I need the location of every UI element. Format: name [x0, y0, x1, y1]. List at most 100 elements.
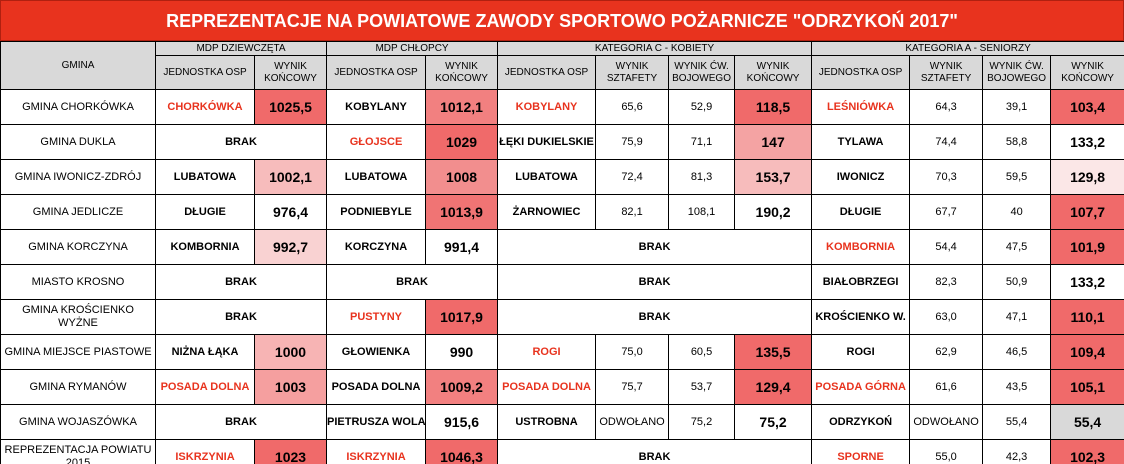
relay-result-cell: 63,0: [909, 299, 984, 335]
unit-cell: ODRZYKOŃ: [811, 404, 911, 440]
table-row: GMINA MIEJSCE PIASTOWE NIŻNA ŁĄKA 1000 GŁOW…: [0, 334, 1124, 370]
unit-cell: USTROBNA: [497, 404, 597, 440]
unit-cell: ISKRZYNIA: [326, 439, 427, 464]
final-result-cell: 1012,1: [425, 89, 499, 125]
final-result-cell: 1009,2: [425, 369, 499, 405]
relay-result-cell: 74,4: [909, 124, 984, 160]
unit-cell: IWONICZ: [811, 159, 911, 195]
final-result-cell: 1046,3: [425, 439, 499, 464]
unit-cell: POSADA DOLNA: [326, 369, 427, 405]
unit-cell: SPORNE: [811, 439, 911, 464]
unit-cell: BIAŁOBRZEGI: [811, 264, 911, 300]
brak-cell: BRAK: [497, 439, 813, 464]
gmina-cell: GMINA DUKLA: [0, 124, 156, 160]
final-result-cell: 105,1: [1050, 369, 1124, 405]
relay-result-cell: 72,4: [595, 159, 670, 195]
relay-result-cell: 64,3: [909, 89, 984, 125]
table-row: GMINA CHORKÓWKA CHORKÓWKA 1025,5 KOBYLANY 10…: [0, 89, 1124, 125]
final-result-cell: 102,3: [1050, 439, 1124, 464]
table-row: GMINA WOJASZÓWKA BRAK PIETRUSZA WOLA 915,6 U…: [0, 404, 1124, 440]
combat-result-cell: 52,9: [668, 89, 736, 125]
header-combat: WYNIK ĆW. BOJOWEGO: [668, 55, 736, 90]
table-row: GMINA RYMANÓW POSADA DOLNA 1003 POSADA DOLN…: [0, 369, 1124, 405]
brak-cell: BRAK: [497, 229, 813, 265]
combat-result-cell: 42,3: [982, 439, 1052, 464]
unit-cell: GŁOJSCE: [326, 124, 427, 160]
final-result-cell: 1002,1: [253, 159, 328, 195]
unit-cell: KOBYLANY: [326, 89, 427, 125]
unit-cell: ISKRZYNIA: [155, 439, 255, 464]
brak-cell: BRAK: [497, 299, 813, 335]
gmina-cell: REPREZENTACJA POWIATU 2015: [0, 439, 156, 464]
final-result-cell: 133,2: [1050, 124, 1124, 160]
relay-result-cell: 75,9: [595, 124, 670, 160]
final-result-cell: 992,7: [253, 229, 328, 265]
final-result-cell: 990: [425, 334, 499, 370]
final-result-cell: 101,9: [1050, 229, 1124, 265]
header-kategoria-c: KATEGORIA C - KOBIETY: [497, 41, 813, 56]
final-result-cell: 1013,9: [425, 194, 499, 230]
gmina-cell: GMINA KORCZYNA: [0, 229, 156, 265]
combat-result-cell: 47,1: [982, 299, 1052, 335]
relay-result-cell: 62,9: [909, 334, 984, 370]
brak-cell: BRAK: [497, 264, 813, 300]
unit-cell: NIŻNA ŁĄKA: [155, 334, 255, 370]
header-gmina: GMINA: [0, 41, 156, 90]
table-row: REPREZENTACJA POWIATU 2015 ISKRZYNIA 1023 I…: [0, 439, 1124, 464]
final-result-cell: 190,2: [734, 194, 813, 230]
combat-result-cell: 40: [982, 194, 1052, 230]
relay-result-cell: 82,1: [595, 194, 670, 230]
relay-result-cell: 65,6: [595, 89, 670, 125]
final-result-cell: 1000: [253, 334, 328, 370]
final-result-cell: 147: [734, 124, 813, 160]
results-table: GMINA MDP DZIEWCZĘTA MDP CHŁOPCY KATEGOR…: [0, 41, 1124, 464]
combat-result-cell: 39,1: [982, 89, 1052, 125]
unit-cell: KOMBORNIA: [155, 229, 255, 265]
gmina-cell: GMINA JEDLICZE: [0, 194, 156, 230]
unit-cell: ŻARNOWIEC: [497, 194, 597, 230]
combat-result-cell: 46,5: [982, 334, 1052, 370]
brak-cell: BRAK: [326, 264, 499, 300]
table-title: REPREZENTACJE NA POWIATOWE ZAWODY SPORTO…: [0, 0, 1124, 41]
unit-cell: POSADA DOLNA: [155, 369, 255, 405]
final-result-cell: 153,7: [734, 159, 813, 195]
combat-result-cell: 55,4: [982, 404, 1052, 440]
gmina-cell: GMINA MIEJSCE PIASTOWE: [0, 334, 156, 370]
final-result-cell: 107,7: [1050, 194, 1124, 230]
unit-cell: LUBATOWA: [326, 159, 427, 195]
final-result-cell: 135,5: [734, 334, 813, 370]
combat-result-cell: 53,7: [668, 369, 736, 405]
header-unit: JEDNOSTKA OSP: [811, 55, 911, 90]
unit-cell: GŁOWIENKA: [326, 334, 427, 370]
unit-cell: KOMBORNIA: [811, 229, 911, 265]
combat-result-cell: 81,3: [668, 159, 736, 195]
header-kategoria-a: KATEGORIA A - SENIORZY: [811, 41, 1124, 56]
relay-result-cell: ODWOŁANO: [595, 404, 670, 440]
gmina-cell: GMINA CHORKÓWKA: [0, 89, 156, 125]
brak-cell: BRAK: [154, 264, 328, 300]
unit-cell: KORCZYNA: [326, 229, 427, 265]
unit-cell: TYLAWA: [811, 124, 911, 160]
header-final: WYNIK KOŃCOWY: [734, 55, 813, 90]
unit-cell: LUBATOWA: [497, 159, 597, 195]
final-result-cell: 1003: [253, 369, 328, 405]
table-row: GMINA IWONICZ-ZDRÓJ LUBATOWA 1002,1 LUBATOW…: [0, 159, 1124, 195]
combat-result-cell: 47,5: [982, 229, 1052, 265]
brak-cell: BRAK: [154, 124, 328, 160]
unit-cell: DŁUGIE: [811, 194, 911, 230]
final-result-cell: 129,8: [1050, 159, 1124, 195]
header-relay: WYNIK SZTAFETY: [595, 55, 670, 90]
brak-cell: BRAK: [154, 404, 328, 440]
unit-cell: ŁĘKI DUKIELSKIE: [497, 124, 597, 160]
final-result-cell: 129,4: [734, 369, 813, 405]
unit-cell: POSADA DOLNA: [497, 369, 597, 405]
table-row: GMINA KROŚCIENKO WYŻNE BRAK PUSTYNY 1017,9 B…: [0, 299, 1124, 335]
relay-result-cell: ODWOŁANO: [909, 404, 984, 440]
final-result-cell: 1017,9: [425, 299, 499, 335]
unit-cell: PIETRUSZA WOLA: [326, 404, 427, 440]
relay-result-cell: 55,0: [909, 439, 984, 464]
table-header: GMINA MDP DZIEWCZĘTA MDP CHŁOPCY KATEGOR…: [0, 41, 1124, 90]
table-body: GMINA CHORKÓWKA CHORKÓWKA 1025,5 KOBYLANY 10…: [0, 89, 1124, 464]
header-relay: WYNIK SZTAFETY: [909, 55, 984, 90]
gmina-cell: GMINA IWONICZ-ZDRÓJ: [0, 159, 156, 195]
